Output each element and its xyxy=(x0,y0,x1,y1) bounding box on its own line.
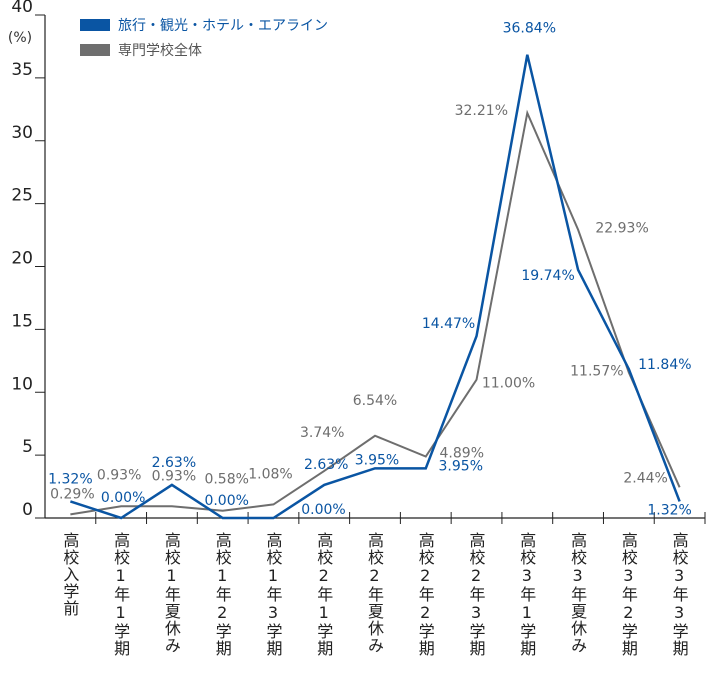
data-label: 3.95% xyxy=(439,458,483,474)
x-tick-label: 高校3年2学期 xyxy=(618,532,638,657)
legend-swatch xyxy=(80,19,110,31)
data-label: 6.54% xyxy=(353,393,397,409)
x-tick-label: 高校3年夏休み xyxy=(568,532,588,654)
data-label: 22.93% xyxy=(595,221,648,237)
y-tick-label: 35 xyxy=(11,60,33,80)
data-label: 1.08% xyxy=(248,466,292,482)
data-label: 0.00% xyxy=(101,490,145,506)
legend-label: 専門学校全体 xyxy=(118,42,202,59)
series-line xyxy=(70,109,681,516)
y-tick-label: 5 xyxy=(22,437,33,457)
y-tick-label: 40 xyxy=(11,0,33,17)
data-label: 4.89% xyxy=(440,446,484,462)
legend-swatch xyxy=(80,44,110,56)
y-unit-label: (%) xyxy=(8,30,32,46)
data-label: 0.93% xyxy=(97,467,141,483)
y-tick-label: 25 xyxy=(11,186,33,206)
x-tick-label: 高校2年夏休み xyxy=(365,532,384,654)
data-label: 11.84% xyxy=(638,357,691,373)
y-tick-label: 30 xyxy=(11,123,33,143)
x-tick-label: 高校1年3学期 xyxy=(263,532,283,657)
data-label: 2.44% xyxy=(623,470,667,486)
data-label: 0.29% xyxy=(50,486,94,502)
data-label: 3.74% xyxy=(300,425,344,441)
x-tick-label: 高校2年1学期 xyxy=(314,532,334,657)
y-tick-label: 20 xyxy=(11,249,33,269)
data-label: 32.21% xyxy=(455,103,508,119)
x-tick-label: 高校2年2学期 xyxy=(415,532,435,657)
data-label: 1.32% xyxy=(48,471,92,487)
data-label: 14.47% xyxy=(422,316,475,332)
y-tick-label: 0 xyxy=(22,500,33,520)
x-tick-label: 高校3年3学期 xyxy=(669,532,689,657)
data-label: 3.95% xyxy=(355,452,399,468)
data-label: 11.57% xyxy=(570,364,623,380)
data-label: 19.74% xyxy=(521,268,574,284)
series-line xyxy=(69,54,681,520)
data-label: 11.00% xyxy=(482,376,535,392)
data-label: 2.63% xyxy=(304,457,348,473)
data-label: 0.58% xyxy=(204,472,248,488)
data-label: 0.93% xyxy=(152,468,196,484)
data-label: 2.63% xyxy=(152,455,196,471)
data-label: 1.32% xyxy=(647,502,691,518)
x-tick-label: 高校3年1学期 xyxy=(517,532,537,657)
data-label: 36.84% xyxy=(503,21,556,37)
legend-label: 旅行・観光・ホテル・エアライン xyxy=(118,17,328,34)
data-label: 0.00% xyxy=(301,502,345,518)
data-label: 0.00% xyxy=(204,493,248,509)
y-tick-label: 10 xyxy=(11,374,33,394)
x-tick-label: 高校入学前 xyxy=(60,532,80,617)
x-tick-label: 高校2年3学期 xyxy=(466,532,486,657)
x-tick-label: 高校1年夏休み xyxy=(161,532,181,654)
x-tick-label: 高校1年2学期 xyxy=(212,532,232,657)
x-tick-label: 高校1年1学期 xyxy=(111,532,131,657)
y-tick-label: 15 xyxy=(11,311,33,331)
